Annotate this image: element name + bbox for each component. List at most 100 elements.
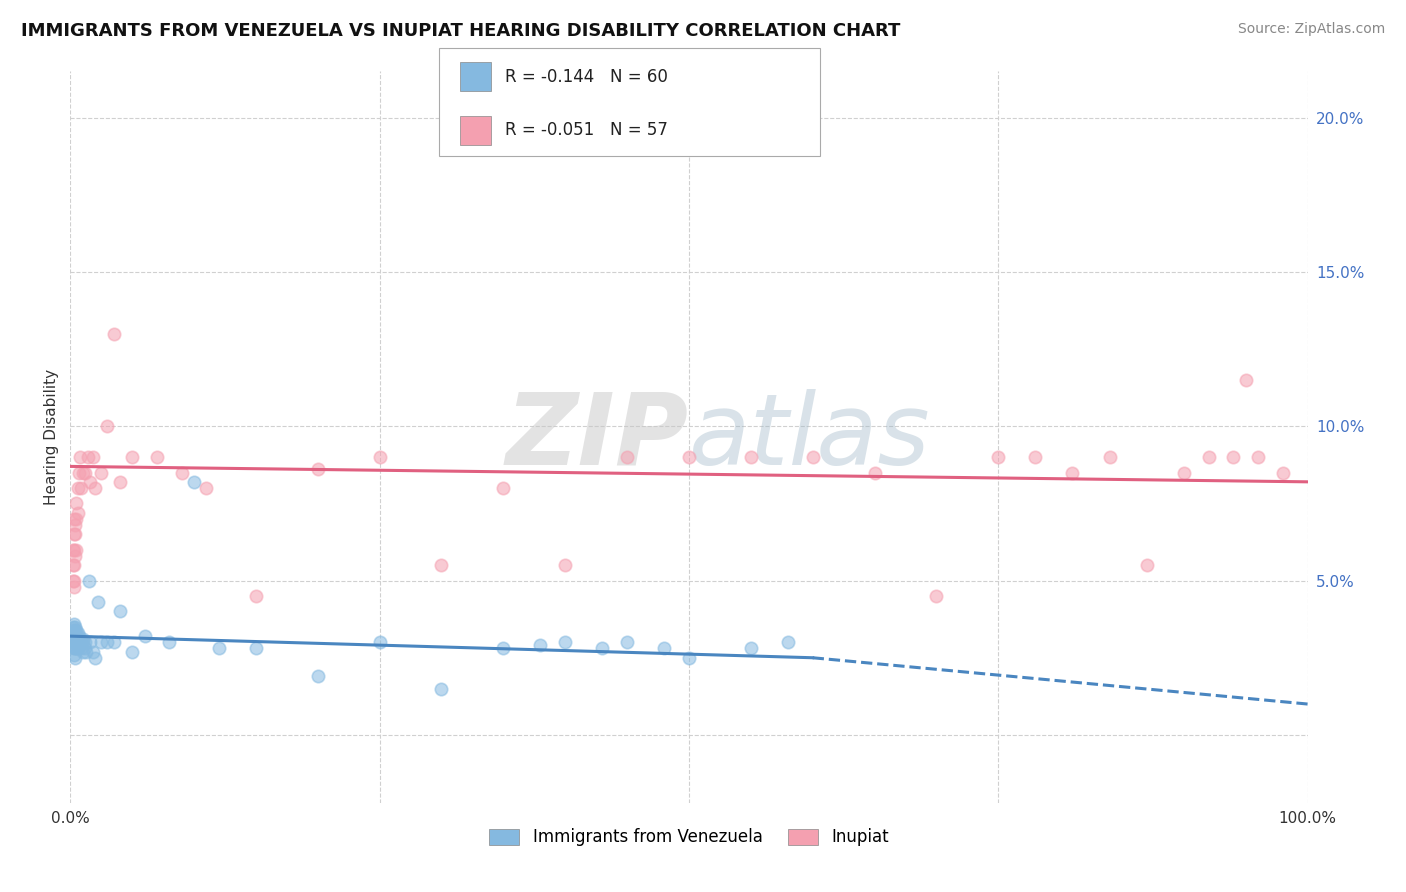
- Y-axis label: Hearing Disability: Hearing Disability: [44, 369, 59, 505]
- Point: [925, 589, 948, 603]
- Point: [62, 635, 84, 649]
- Point: [170, 466, 193, 480]
- Point: [65, 635, 87, 649]
- Point: [554, 558, 576, 573]
- Point: [75, 466, 97, 480]
- Point: [70, 635, 93, 649]
- Text: R = -0.051   N = 57: R = -0.051 N = 57: [505, 121, 668, 139]
- Point: [79, 475, 101, 489]
- Point: [63, 527, 86, 541]
- Text: IMMIGRANTS FROM VENEZUELA VS INUPIAT HEARING DISABILITY CORRELATION CHART: IMMIGRANTS FROM VENEZUELA VS INUPIAT HEA…: [21, 22, 900, 40]
- Point: [65, 527, 87, 541]
- Point: [195, 481, 218, 495]
- Point: [65, 623, 87, 637]
- Point: [63, 629, 86, 643]
- Point: [678, 650, 700, 665]
- Point: [76, 450, 98, 464]
- Point: [108, 604, 131, 618]
- Point: [65, 641, 87, 656]
- Point: [62, 542, 84, 557]
- Text: R = -0.144   N = 60: R = -0.144 N = 60: [505, 68, 668, 86]
- Point: [1198, 450, 1220, 464]
- Point: [63, 580, 86, 594]
- Point: [65, 620, 87, 634]
- Point: [72, 635, 94, 649]
- Point: [134, 629, 156, 643]
- Point: [1271, 466, 1294, 480]
- Point: [368, 450, 391, 464]
- Point: [65, 496, 87, 510]
- Point: [146, 450, 169, 464]
- Point: [1247, 450, 1270, 464]
- Point: [66, 626, 89, 640]
- Point: [67, 635, 90, 649]
- Point: [1222, 450, 1244, 464]
- Point: [65, 641, 87, 656]
- Point: [66, 632, 89, 647]
- Point: [86, 595, 108, 609]
- Point: [616, 450, 638, 464]
- Point: [801, 450, 824, 464]
- Point: [96, 419, 118, 434]
- Point: [70, 641, 93, 656]
- Point: [63, 574, 86, 588]
- Point: [65, 542, 87, 557]
- Point: [66, 641, 89, 656]
- Legend: Immigrants from Venezuela, Inupiat: Immigrants from Venezuela, Inupiat: [482, 822, 896, 853]
- Point: [1234, 373, 1257, 387]
- Point: [65, 512, 87, 526]
- Point: [62, 574, 84, 588]
- Text: ZIP: ZIP: [506, 389, 689, 485]
- Point: [72, 466, 94, 480]
- Point: [245, 589, 267, 603]
- Point: [307, 669, 329, 683]
- Point: [740, 641, 762, 656]
- Point: [368, 635, 391, 649]
- Point: [103, 326, 125, 341]
- Point: [63, 542, 86, 557]
- Point: [63, 558, 86, 573]
- Point: [82, 644, 104, 658]
- Point: [307, 462, 329, 476]
- Point: [82, 450, 104, 464]
- Point: [492, 481, 515, 495]
- Point: [72, 632, 94, 647]
- Point: [69, 639, 91, 653]
- Point: [183, 475, 205, 489]
- Point: [90, 635, 112, 649]
- Point: [1173, 466, 1195, 480]
- Point: [208, 641, 231, 656]
- Point: [157, 635, 180, 649]
- Point: [1136, 558, 1159, 573]
- Point: [103, 635, 125, 649]
- Point: [63, 512, 86, 526]
- Point: [430, 558, 453, 573]
- Point: [987, 450, 1010, 464]
- Point: [62, 620, 84, 634]
- Point: [65, 549, 87, 563]
- Point: [108, 475, 131, 489]
- Point: [63, 623, 86, 637]
- Point: [75, 641, 97, 656]
- Point: [72, 644, 94, 658]
- Point: [70, 481, 93, 495]
- Point: [121, 644, 143, 658]
- Point: [678, 450, 700, 464]
- Point: [84, 481, 107, 495]
- Point: [740, 450, 762, 464]
- Point: [65, 635, 87, 649]
- Text: atlas: atlas: [689, 389, 931, 485]
- Point: [65, 626, 87, 640]
- Point: [75, 644, 97, 658]
- Point: [66, 481, 89, 495]
- Point: [65, 650, 87, 665]
- Point: [529, 639, 551, 653]
- Point: [121, 450, 143, 464]
- Point: [63, 635, 86, 649]
- Point: [77, 574, 100, 588]
- Text: Source: ZipAtlas.com: Source: ZipAtlas.com: [1237, 22, 1385, 37]
- Point: [63, 616, 86, 631]
- Point: [79, 635, 101, 649]
- Point: [492, 641, 515, 656]
- Point: [245, 641, 267, 656]
